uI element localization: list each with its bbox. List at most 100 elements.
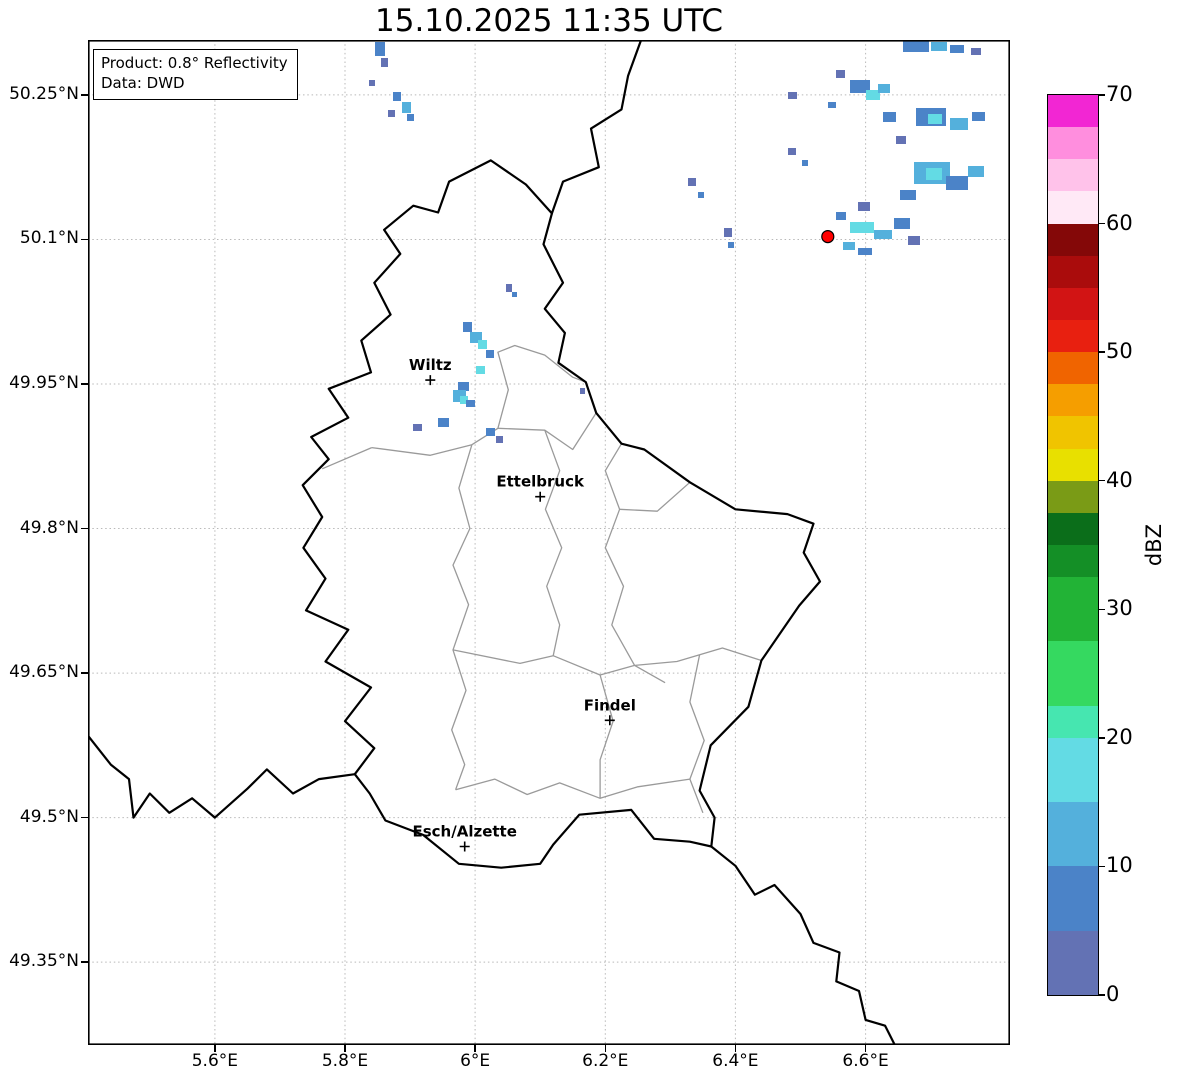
colorbar-tick-mark (1099, 222, 1105, 225)
country-border (88, 734, 356, 819)
radar-echo (866, 90, 880, 100)
lat-tick-mark (81, 961, 88, 963)
colorbar-segment (1048, 930, 1098, 995)
radar-echo (688, 178, 696, 186)
colorbar-tick-mark (1099, 865, 1105, 868)
radar-echo (878, 84, 890, 93)
radar-echo (476, 366, 485, 374)
radar-echo (388, 110, 395, 117)
radar-echo (828, 102, 836, 108)
colorbar-segment (1048, 416, 1098, 449)
radar-echo (463, 322, 472, 332)
map-canvas: Wiltz Ettelbruck Findel Esch/Alzette (88, 40, 1010, 1045)
radar-echo (460, 396, 468, 404)
radar-echo (931, 42, 947, 51)
lat-tick-mark (81, 527, 88, 530)
radar-echo (466, 400, 475, 407)
radar-echo (836, 212, 846, 220)
country-border (710, 845, 896, 1045)
radar-map: Wiltz Ettelbruck Findel Esch/Alzette Produc… (88, 40, 1010, 1045)
district-border (452, 649, 666, 684)
colorbar-segment (1048, 95, 1098, 128)
page-title: 15.10.2025 11:35 UTC (375, 3, 723, 39)
lon-tick-mark (474, 1045, 476, 1052)
lat-tick-mark (81, 238, 88, 241)
lon-tick-label: 6.6°E (842, 1051, 889, 1071)
radar-echo (874, 230, 892, 239)
district-border (321, 447, 372, 470)
radar-echo (928, 114, 942, 124)
colorbar-segment (1048, 737, 1098, 803)
colorbar-tick-mark (1099, 351, 1105, 353)
colorbar-segment (1048, 480, 1098, 513)
radar-echo (950, 118, 968, 130)
district-border (497, 412, 597, 451)
colorbar-segment (1048, 352, 1098, 385)
district-border (619, 481, 691, 512)
radar-echo (402, 102, 411, 113)
radar-echo (900, 190, 916, 200)
colorbar-segment (1048, 384, 1098, 417)
radar-echo (506, 284, 512, 292)
colorbar-segment (1048, 223, 1098, 256)
data-source-label: Data: DWD (101, 74, 185, 93)
radar-echo (698, 192, 704, 198)
radar-echo (369, 80, 375, 86)
colorbar-segment (1048, 127, 1098, 160)
district-border (455, 778, 690, 799)
lon-tick-label: 6.2°E (582, 1051, 629, 1071)
city-label: Wiltz (409, 356, 452, 374)
lon-tick-mark (344, 1045, 346, 1052)
colorbar-segment (1048, 255, 1098, 288)
colorbar-segment (1048, 448, 1098, 481)
radar-echo (486, 428, 495, 436)
lat-tick-label: 49.95°N (9, 372, 79, 393)
radar-echo (858, 202, 870, 211)
colorbar-segment (1048, 641, 1098, 706)
lon-tick-mark (604, 1045, 606, 1052)
district-border (634, 647, 762, 667)
lon-tick-label: 6°E (460, 1051, 491, 1071)
radar-echo (883, 112, 896, 122)
radar-site-marker (821, 230, 835, 244)
radar-echo (788, 92, 797, 99)
radar-echo (407, 114, 414, 121)
lon-tick-label: 5.8°E (321, 1051, 369, 1071)
radar-echo (580, 388, 585, 394)
radar-echo (802, 160, 808, 166)
radar-echo (896, 136, 906, 144)
colorbar-segment (1048, 545, 1098, 578)
radar-echo (438, 418, 449, 427)
colorbar-tick-mark (1099, 480, 1105, 482)
radar-echo (903, 40, 929, 52)
product-label: Product: 0.8° Reflectivity (101, 54, 288, 72)
country-border (550, 40, 643, 215)
colorbar-tick-mark (1099, 737, 1105, 739)
colorbar-segment (1048, 320, 1098, 353)
lat-tick-mark (81, 672, 88, 674)
radar-echo (968, 166, 984, 177)
lon-tick-mark (734, 1045, 737, 1052)
colorbar-segment (1048, 287, 1098, 320)
radar-echo (381, 58, 388, 67)
colorbar-segment (1048, 866, 1098, 931)
district-border (599, 674, 614, 799)
luxembourg-border (301, 159, 822, 869)
lat-tick-mark (81, 383, 88, 385)
colorbar-label-wrap: dBZ (1132, 95, 1176, 995)
city-label: Ettelbruck (496, 473, 585, 491)
colorbar (1047, 94, 1099, 996)
colorbar-segment (1048, 191, 1098, 224)
radar-echo (470, 332, 482, 343)
colorbar-tick-mark (1099, 94, 1105, 96)
radar-echo (486, 350, 494, 358)
lat-tick-label: 49.8°N (19, 517, 79, 538)
radar-echo (496, 436, 503, 443)
radar-echo (946, 176, 968, 190)
colorbar-tick-mark (1099, 994, 1105, 996)
district-border (451, 444, 473, 790)
colorbar-segment (1048, 705, 1098, 738)
colorbar-segment (1048, 802, 1098, 867)
lat-tick-label: 49.35°N (9, 951, 79, 972)
district-border (604, 443, 636, 666)
